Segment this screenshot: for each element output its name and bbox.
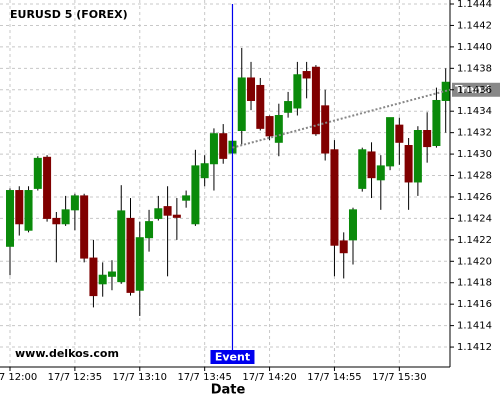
candle-body (274, 114, 283, 143)
candle-body (43, 156, 52, 219)
event-box (210, 350, 255, 364)
candle-body (182, 195, 191, 201)
candle-body (386, 117, 395, 167)
candle-body (135, 237, 144, 291)
candle-body (293, 74, 302, 109)
candle-body (61, 209, 70, 225)
candle-body (284, 101, 293, 113)
candles (6, 47, 450, 316)
y-tick-label: 1.1420 (457, 256, 492, 267)
candle-body (154, 208, 163, 219)
y-tick-label: 1.1438 (457, 63, 492, 74)
x-tick-label: 17/7 13:10 (113, 372, 167, 383)
candle-body (330, 149, 339, 246)
annotations: Event Trend (210, 4, 500, 364)
y-tick-label: 1.1442 (457, 20, 492, 31)
x-tick-label: 17/7 14:20 (242, 372, 296, 383)
candle-body (404, 145, 413, 183)
candle-body (339, 240, 348, 254)
x-axis-title: Date (211, 383, 246, 398)
y-tick-label: 1.1426 (457, 192, 492, 203)
candle-body (237, 77, 246, 132)
y-tick-label: 1.1414 (457, 321, 492, 332)
candle-body (311, 66, 320, 135)
y-tick-label: 1.1430 (457, 149, 492, 160)
candle-body (98, 274, 107, 285)
trend-box (452, 82, 500, 97)
candle-body (367, 151, 376, 179)
y-tick-label: 1.1418 (457, 278, 492, 289)
candle-body (33, 157, 42, 189)
watermark: www.delkos.com (15, 347, 119, 360)
candle-body (358, 149, 367, 189)
y-tick-label: 1.1434 (457, 106, 492, 117)
y-tick-label: 1.1422 (457, 235, 492, 246)
candle-body (107, 271, 116, 277)
trend-line (232, 88, 451, 149)
y-tick-label: 1.1444 (457, 0, 492, 10)
y-tick-label: 1.1424 (457, 213, 492, 224)
chart-title: EURUSD 5 (FOREX) (10, 8, 128, 21)
x-tick-label: 17/7 12:35 (48, 372, 102, 383)
y-tick-label: 1.1432 (457, 128, 492, 139)
candle-body (191, 165, 200, 225)
candle-body (200, 163, 209, 179)
x-tick-label: 17/7 13:45 (177, 372, 231, 383)
candle-body (24, 190, 33, 231)
candle-body (163, 206, 172, 216)
y-tick-label: 1.1428 (457, 171, 492, 182)
candle-body (80, 195, 89, 259)
candle-body (247, 77, 256, 101)
candle-body (209, 133, 218, 165)
y-tick-label: 1.1436 (457, 85, 492, 96)
event-label: Event (215, 351, 250, 364)
candle-body (126, 217, 135, 293)
candle-body (395, 124, 404, 143)
candle-body (70, 195, 79, 211)
x-tick-label: 17/7 14:55 (307, 372, 361, 383)
candle-body (172, 214, 181, 218)
candle-body (432, 99, 441, 147)
y-tick-label: 1.1440 (457, 42, 492, 53)
x-tick-label: 17/7 15:30 (372, 372, 426, 383)
candle-body (6, 190, 14, 247)
candle-body (52, 217, 61, 225)
candle-body (302, 71, 311, 79)
candle-body (413, 130, 422, 183)
candle-body (423, 130, 432, 148)
candle-body (145, 221, 154, 239)
candle-body (89, 257, 98, 297)
candle-body (348, 209, 357, 241)
x-tick-label: 17/7 12:00 (0, 372, 37, 383)
candle-body (15, 190, 24, 225)
candle-body (321, 105, 330, 154)
y-tick-label: 1.1412 (457, 342, 492, 353)
trend-label: Trend (455, 83, 490, 96)
candle-body (117, 210, 126, 283)
candle-body (219, 133, 228, 159)
candle-body (376, 165, 385, 181)
y-tick-label: 1.1416 (457, 299, 492, 310)
candle-body (256, 84, 265, 129)
candle-body (265, 116, 274, 137)
